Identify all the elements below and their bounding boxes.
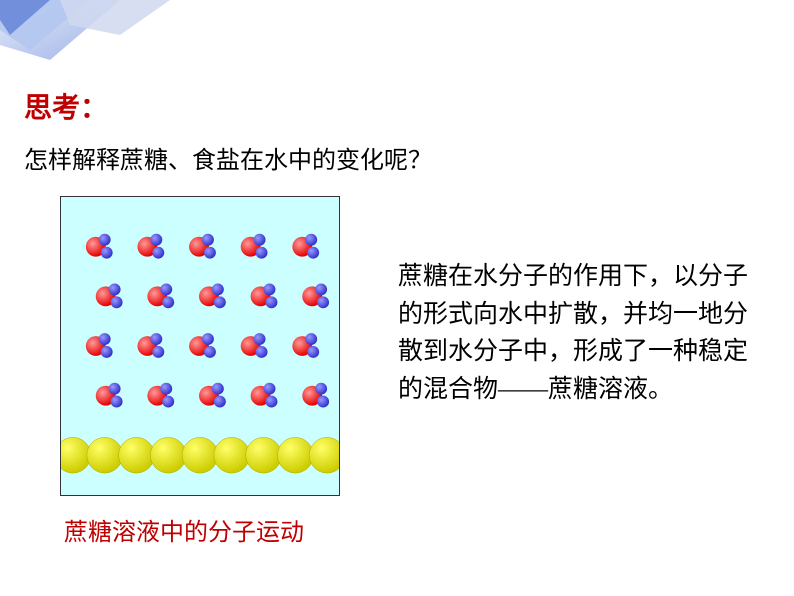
- heading: 思考：: [24, 86, 108, 126]
- heading-text: 思考：: [24, 93, 108, 124]
- corner-decoration: [0, 0, 180, 70]
- explanation-content: 蔗糖在水分子的作用下，以分子的形式向水中扩散，并均一地分散到水分子中，形成了一种…: [398, 263, 748, 403]
- diagram-svg: [61, 197, 339, 495]
- caption-text: 蔗糖溶液中的分子运动: [64, 520, 304, 546]
- question-text: 怎样解释蔗糖、食盐在水中的变化呢？: [24, 148, 432, 174]
- explanation-text: 蔗糖在水分子的作用下，以分子的形式向水中扩散，并均一地分散到水分子中，形成了一种…: [398, 258, 768, 408]
- question: 怎样解释蔗糖、食盐在水中的变化呢？: [24, 140, 432, 175]
- molecule-diagram: [60, 196, 340, 496]
- diagram-caption: 蔗糖溶液中的分子运动: [64, 512, 304, 547]
